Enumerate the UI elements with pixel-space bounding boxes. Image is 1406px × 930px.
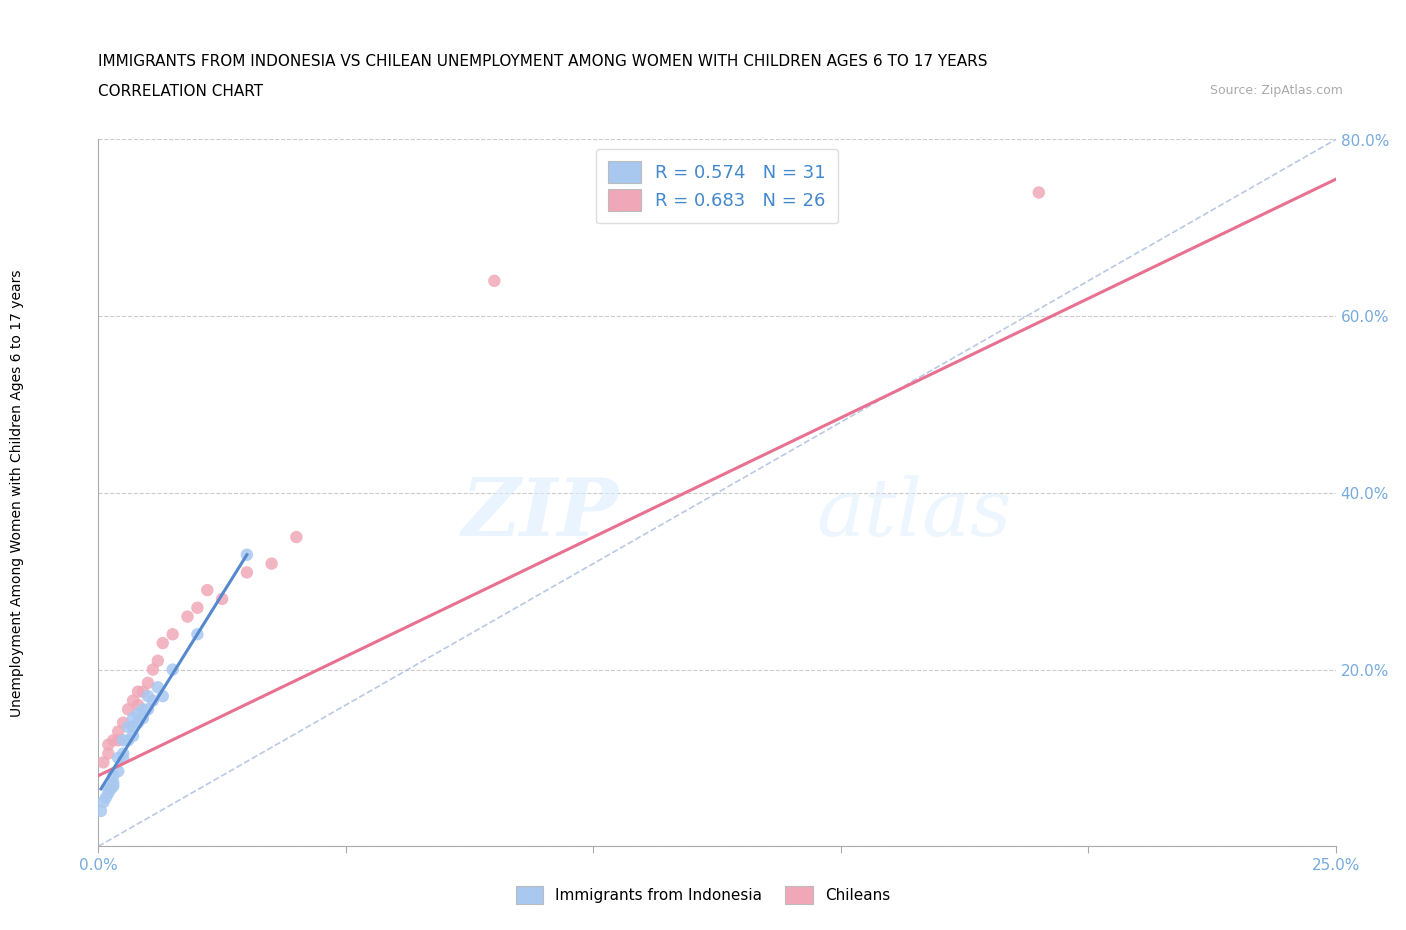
Point bbox=[112, 715, 135, 730]
Point bbox=[93, 755, 115, 770]
Point bbox=[152, 688, 174, 704]
Point bbox=[132, 711, 155, 725]
Text: atlas: atlas bbox=[815, 475, 1011, 552]
Point bbox=[112, 746, 135, 761]
Point bbox=[97, 746, 120, 761]
Legend: R = 0.574   N = 31, R = 0.683   N = 26: R = 0.574 N = 31, R = 0.683 N = 26 bbox=[596, 149, 838, 223]
Point bbox=[94, 790, 117, 805]
Point bbox=[122, 720, 145, 735]
Point bbox=[97, 737, 120, 752]
Text: Source: ZipAtlas.com: Source: ZipAtlas.com bbox=[1209, 84, 1343, 97]
Point bbox=[211, 591, 233, 606]
Point bbox=[186, 601, 208, 616]
Text: Unemployment Among Women with Children Ages 6 to 17 years: Unemployment Among Women with Children A… bbox=[10, 269, 24, 717]
Point bbox=[103, 776, 125, 790]
Point bbox=[97, 786, 120, 801]
Point bbox=[186, 627, 208, 642]
Point bbox=[117, 702, 139, 717]
Text: CORRELATION CHART: CORRELATION CHART bbox=[98, 84, 263, 99]
Point bbox=[146, 680, 169, 695]
Point bbox=[112, 733, 135, 748]
Text: ZIP: ZIP bbox=[461, 475, 619, 552]
Point bbox=[484, 273, 506, 288]
Point bbox=[132, 702, 155, 717]
Point bbox=[122, 711, 145, 725]
Point bbox=[162, 662, 184, 677]
Point bbox=[103, 768, 125, 783]
Point bbox=[285, 530, 308, 545]
Point bbox=[127, 684, 149, 699]
Point bbox=[103, 733, 125, 748]
Point bbox=[1028, 185, 1050, 200]
Point bbox=[107, 733, 129, 748]
Point bbox=[142, 693, 165, 708]
Point bbox=[103, 778, 125, 793]
Point bbox=[142, 662, 165, 677]
Point bbox=[90, 804, 112, 818]
Point bbox=[127, 715, 149, 730]
Point bbox=[162, 627, 184, 642]
Point bbox=[117, 733, 139, 748]
Point bbox=[107, 751, 129, 765]
Point bbox=[117, 720, 139, 735]
Point bbox=[93, 794, 115, 809]
Point bbox=[97, 781, 120, 796]
Point bbox=[236, 565, 259, 580]
Point bbox=[127, 707, 149, 722]
Point bbox=[107, 764, 129, 778]
Point bbox=[122, 693, 145, 708]
Point bbox=[132, 684, 155, 699]
Point bbox=[122, 728, 145, 743]
Point bbox=[127, 698, 149, 712]
Point bbox=[136, 688, 159, 704]
Point bbox=[195, 582, 218, 598]
Point bbox=[236, 547, 259, 562]
Point bbox=[136, 702, 159, 717]
Point bbox=[152, 636, 174, 651]
Point bbox=[176, 609, 198, 624]
Point bbox=[136, 675, 159, 690]
Point bbox=[100, 781, 122, 796]
Point bbox=[107, 724, 129, 738]
Legend: Immigrants from Indonesia, Chileans: Immigrants from Indonesia, Chileans bbox=[509, 880, 897, 910]
Point bbox=[260, 556, 283, 571]
Point bbox=[146, 653, 169, 668]
Text: IMMIGRANTS FROM INDONESIA VS CHILEAN UNEMPLOYMENT AMONG WOMEN WITH CHILDREN AGES: IMMIGRANTS FROM INDONESIA VS CHILEAN UNE… bbox=[98, 54, 988, 69]
Point bbox=[112, 751, 135, 765]
